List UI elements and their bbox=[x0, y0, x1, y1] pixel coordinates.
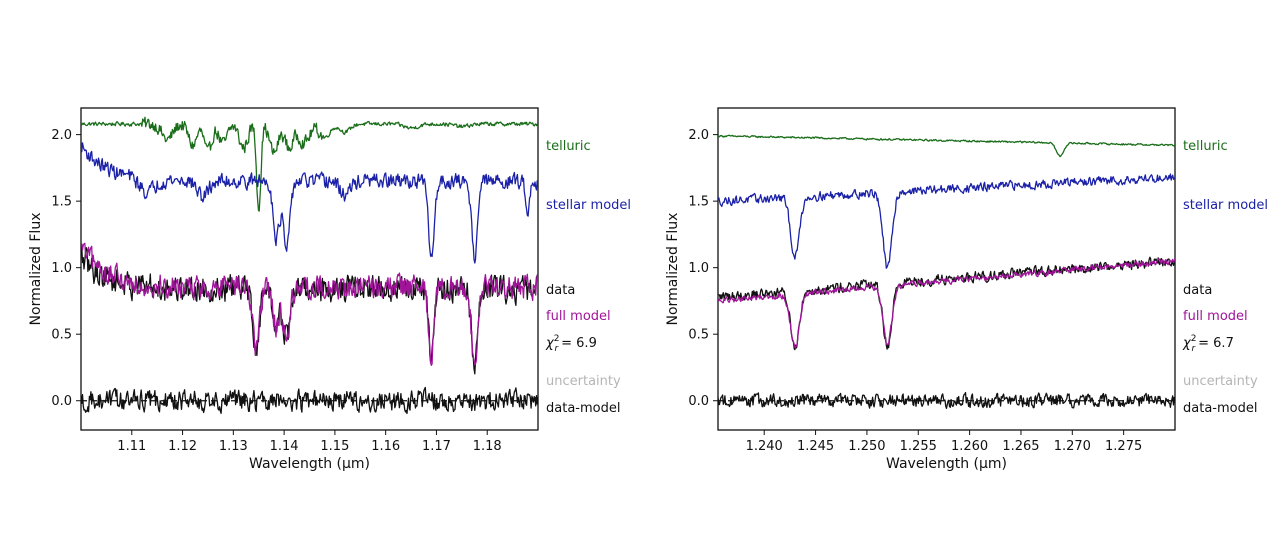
x-axis-title: Wavelength (μm) bbox=[249, 456, 370, 472]
panel-left: 1.11 1.12 1.13 1.14 1.15 1.16 1.17 1.18 0.0 0.5 1.… bbox=[28, 107, 631, 472]
x-tick-label: 1.14 bbox=[270, 439, 299, 454]
y-tick-label: 1.0 bbox=[51, 261, 72, 276]
x-tick-label: 1.15 bbox=[320, 439, 349, 454]
x-tick-label: 1.270 bbox=[1054, 439, 1091, 454]
series-line-stellar-model bbox=[81, 142, 538, 264]
legend-data: data bbox=[1183, 283, 1212, 298]
x-tick-label: 1.13 bbox=[219, 439, 248, 454]
chi-squared-label: χ2 r = 6.7 bbox=[1182, 334, 1234, 354]
plot-frame bbox=[80, 107, 539, 431]
x-tick-label: 1.275 bbox=[1105, 439, 1142, 454]
y-axis-title: Normalized Flux bbox=[28, 213, 44, 326]
x-tick-label: 1.260 bbox=[951, 439, 988, 454]
y-tick-label: 1.5 bbox=[51, 195, 72, 210]
y-tick-label: 0.5 bbox=[688, 328, 709, 343]
x-tick-label: 1.17 bbox=[422, 439, 451, 454]
y-tick-label: 0.0 bbox=[688, 394, 709, 409]
series-line-telluric bbox=[718, 134, 1175, 158]
y-tick-label: 0.0 bbox=[51, 394, 72, 409]
series-line-full-model bbox=[81, 242, 538, 366]
x-tick-label: 1.12 bbox=[168, 439, 197, 454]
legend-full-model: full model bbox=[1183, 309, 1248, 324]
x-tick-label: 1.250 bbox=[848, 439, 885, 454]
legend-stellar-model: stellar model bbox=[1183, 198, 1268, 213]
x-tick-label: 1.16 bbox=[371, 439, 400, 454]
legend-telluric: telluric bbox=[1183, 139, 1228, 154]
x-tick-label: 1.11 bbox=[117, 439, 146, 454]
series-group bbox=[81, 116, 538, 415]
legend-full-model: full model bbox=[546, 309, 611, 324]
legend-data: data bbox=[546, 283, 575, 298]
y-tick-label: 1.0 bbox=[688, 261, 709, 276]
series-line-data-model bbox=[718, 391, 1175, 410]
series-line-full-model bbox=[718, 258, 1175, 349]
series-line-data-model bbox=[81, 386, 538, 415]
legend-telluric: telluric bbox=[546, 139, 591, 154]
x-tick-label: 1.245 bbox=[797, 439, 834, 454]
legend-stellar-model: stellar model bbox=[546, 198, 631, 213]
x-tick-label: 1.265 bbox=[1002, 439, 1039, 454]
series-line-stellar-model bbox=[718, 173, 1175, 269]
series-line-telluric bbox=[81, 116, 538, 212]
y-tick-label: 2.0 bbox=[51, 128, 72, 143]
y-tick-label: 2.0 bbox=[688, 128, 709, 143]
x-tick-label: 1.255 bbox=[900, 439, 937, 454]
panel-right: 1.240 1.245 1.250 1.255 1.260 1.265 1.270 1.275… bbox=[665, 107, 1268, 472]
x-tick-label: 1.18 bbox=[473, 439, 502, 454]
y-tick-label: 1.5 bbox=[688, 195, 709, 210]
legend-uncertainty: uncertainty bbox=[546, 374, 621, 389]
series-line-data bbox=[718, 256, 1175, 351]
chi-squared-label: χ2 r = 6.9 bbox=[545, 334, 597, 354]
y-tick-label: 0.5 bbox=[51, 328, 72, 343]
legend-uncertainty: uncertainty bbox=[1183, 374, 1258, 389]
plot-frame bbox=[717, 107, 1176, 431]
x-axis-title: Wavelength (μm) bbox=[886, 456, 1007, 472]
y-axis-title: Normalized Flux bbox=[665, 213, 681, 326]
series-group bbox=[718, 134, 1175, 410]
x-tick-label: 1.240 bbox=[746, 439, 783, 454]
legend-data-model: data-model bbox=[1183, 401, 1257, 416]
legend-data-model: data-model bbox=[546, 401, 620, 416]
